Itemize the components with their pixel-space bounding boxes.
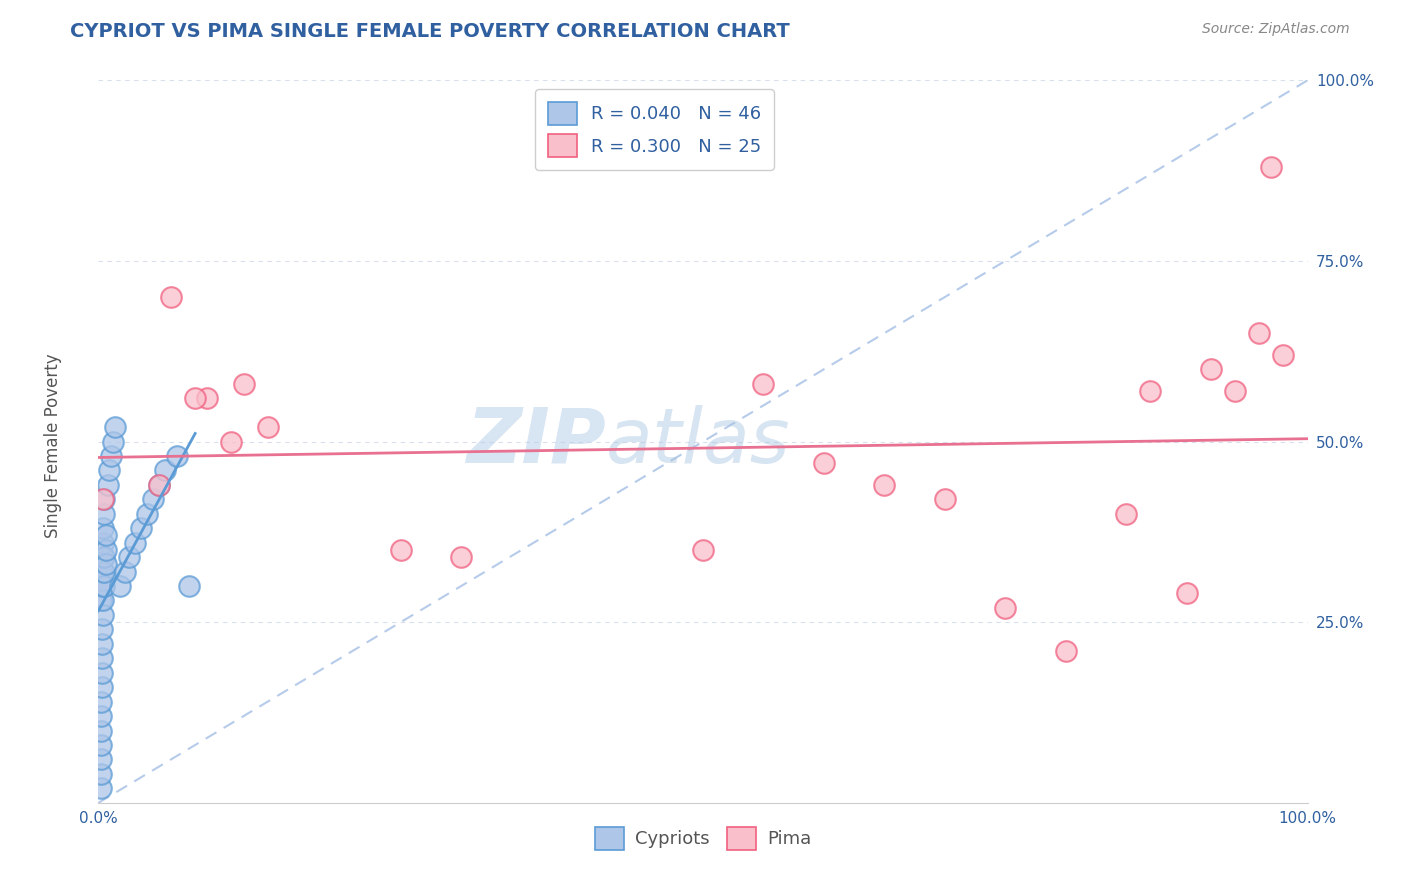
Point (98, 463, 121, 477)
Point (1272, 348, 1295, 362)
Point (94, 558, 117, 572)
Point (148, 478, 170, 492)
Point (166, 449, 188, 463)
Point (184, 391, 207, 405)
Point (1054, 644, 1077, 658)
Point (100, 449, 122, 463)
Point (232, 376, 254, 391)
Text: Source: ZipAtlas.com: Source: ZipAtlas.com (1202, 22, 1350, 37)
Point (104, 420, 127, 434)
Point (450, 550, 472, 565)
Point (90, 738, 112, 752)
Point (813, 456, 835, 470)
Point (91, 579, 114, 593)
Point (934, 492, 956, 507)
Point (91, 593, 114, 607)
Point (1199, 362, 1222, 376)
Point (389, 542, 412, 557)
Text: CYPRIOT VS PIMA SINGLE FEMALE POVERTY CORRELATION CHART: CYPRIOT VS PIMA SINGLE FEMALE POVERTY CO… (70, 22, 790, 41)
Point (94, 528, 117, 542)
Point (94, 542, 117, 557)
Point (148, 478, 170, 492)
Point (118, 550, 141, 565)
Point (91, 637, 114, 651)
Point (129, 521, 152, 535)
Point (1223, 384, 1246, 398)
Point (91, 579, 114, 593)
Point (91, 607, 114, 622)
Point (90, 781, 112, 796)
Point (101, 434, 124, 449)
Point (1115, 507, 1137, 521)
Point (91, 492, 114, 507)
Point (90, 593, 112, 607)
Point (93, 579, 115, 593)
Point (160, 290, 183, 304)
Point (752, 376, 775, 391)
Point (124, 535, 146, 549)
Point (91, 521, 114, 535)
Point (114, 565, 136, 579)
Point (90, 695, 112, 709)
Point (91, 565, 114, 579)
Point (91, 535, 114, 549)
Point (93, 550, 115, 565)
Point (108, 579, 131, 593)
Text: Single Female Poverty: Single Female Poverty (45, 354, 62, 538)
Text: atlas: atlas (606, 405, 790, 478)
Point (91, 651, 114, 665)
Point (179, 579, 201, 593)
Point (873, 478, 896, 492)
Point (195, 391, 218, 405)
Point (91, 680, 114, 694)
Point (1249, 326, 1271, 340)
Text: ZIP: ZIP (467, 405, 606, 478)
Point (994, 600, 1017, 615)
Point (91, 565, 114, 579)
Point (1175, 586, 1198, 600)
Point (1139, 384, 1161, 398)
Point (93, 565, 115, 579)
Point (93, 507, 115, 521)
Point (153, 463, 176, 477)
Point (97, 478, 120, 492)
Point (91, 665, 114, 680)
Point (91, 623, 114, 637)
Point (90, 723, 112, 738)
Point (221, 434, 243, 449)
Point (90, 709, 112, 723)
Point (90, 752, 112, 766)
Legend: Cypriots, Pima: Cypriots, Pima (586, 818, 820, 859)
Point (93, 492, 115, 507)
Point (142, 492, 165, 507)
Point (90, 767, 112, 781)
Point (692, 542, 714, 557)
Point (135, 507, 157, 521)
Point (91, 550, 114, 565)
Point (256, 420, 278, 434)
Point (1260, 160, 1282, 174)
